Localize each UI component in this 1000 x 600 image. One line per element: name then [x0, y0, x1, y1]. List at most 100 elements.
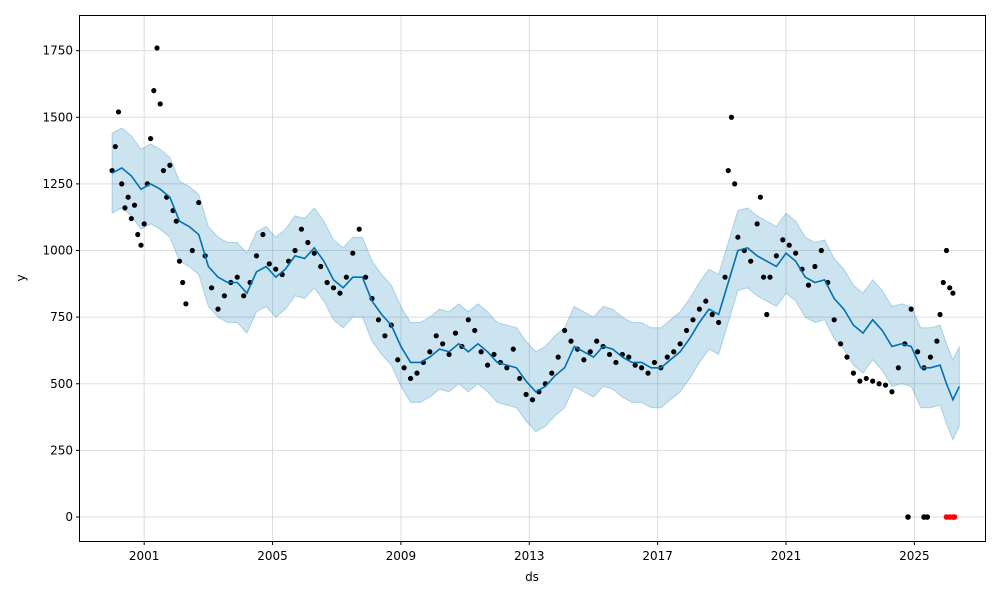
- observed-point: [606, 351, 613, 358]
- observed-points: [109, 45, 956, 403]
- observed-point: [895, 365, 901, 371]
- observed-point: [318, 263, 324, 270]
- y-tick-label: 1750: [42, 44, 73, 58]
- observed-point: [215, 306, 221, 312]
- observed-point: [943, 247, 950, 254]
- x-tick-label: 2005: [257, 549, 288, 563]
- observed-point: [298, 226, 305, 232]
- observed-point: [125, 194, 131, 200]
- observed-point: [311, 250, 317, 256]
- y-axis: 0 250 500 750 1000 1250 1500 1750: [42, 44, 80, 524]
- observed-point: [857, 378, 863, 384]
- observed-point: [876, 381, 882, 387]
- observed-point: [337, 290, 343, 296]
- observed-point: [119, 181, 125, 187]
- observed-point: [703, 298, 709, 304]
- anomaly-point: [905, 514, 911, 520]
- observed-point: [927, 354, 934, 360]
- observed-point: [452, 330, 459, 336]
- y-tick-label: 1000: [42, 244, 73, 258]
- observed-point: [677, 341, 683, 347]
- observed-point: [523, 391, 529, 398]
- observed-point: [690, 317, 696, 323]
- y-tick-label: 500: [50, 377, 73, 391]
- observed-point: [940, 279, 946, 286]
- observed-point: [478, 349, 484, 355]
- observed-point: [266, 261, 272, 267]
- observed-point: [446, 351, 452, 358]
- anomaly-points: [905, 514, 958, 520]
- grid: [80, 16, 985, 541]
- observed-point: [754, 221, 760, 227]
- observed-point: [725, 167, 731, 174]
- observed-point: [273, 266, 279, 272]
- observed-point: [305, 239, 311, 246]
- observed-point: [915, 349, 921, 355]
- observed-point: [343, 274, 349, 280]
- observed-point: [131, 202, 138, 208]
- y-axis-label: y: [14, 274, 28, 281]
- observed-point: [221, 293, 228, 299]
- observed-point: [767, 274, 773, 280]
- x-axis-label: ds: [525, 570, 539, 584]
- observed-point: [292, 247, 298, 254]
- uncertainty-band-area: [111, 127, 960, 441]
- observed-point: [950, 290, 956, 296]
- observed-point: [773, 253, 780, 259]
- observed-point: [529, 397, 536, 403]
- observed-point: [465, 317, 471, 323]
- y-tick-label: 1500: [42, 110, 73, 124]
- observed-point: [356, 226, 362, 232]
- plot-frame: [79, 15, 986, 542]
- observed-point: [176, 258, 183, 264]
- observed-point: [863, 375, 869, 382]
- x-tick-label: 2009: [386, 549, 417, 563]
- y-tick-label: 1250: [42, 177, 73, 191]
- observed-point: [330, 285, 337, 291]
- observed-point: [517, 375, 523, 382]
- observed-point: [908, 306, 914, 312]
- observed-point: [934, 338, 940, 344]
- observed-point: [587, 349, 593, 355]
- observed-point: [818, 247, 824, 254]
- observed-point: [324, 279, 330, 286]
- observed-point: [937, 311, 943, 318]
- observed-point: [148, 135, 154, 142]
- x-axis: 2001 2005 2009 2013 2017 2021 2025: [129, 541, 930, 563]
- observed-point: [889, 389, 895, 395]
- observed-point: [375, 317, 382, 323]
- observed-point: [837, 341, 844, 347]
- observed-point: [138, 242, 144, 248]
- observed-point: [722, 274, 728, 280]
- x-tick-label: 2017: [642, 549, 673, 563]
- forecast-line: [111, 166, 961, 402]
- observed-point: [850, 370, 857, 376]
- observed-point: [735, 234, 741, 240]
- observed-point: [786, 242, 792, 248]
- observed-point: [760, 274, 767, 280]
- observed-point: [484, 362, 491, 368]
- x-tick-label: 2025: [899, 549, 930, 563]
- observed-point: [180, 279, 186, 286]
- observed-point: [812, 263, 818, 270]
- observed-point: [568, 338, 574, 344]
- observed-point: [645, 370, 651, 376]
- observed-point: [549, 370, 555, 376]
- observed-point: [128, 215, 134, 222]
- observed-point: [160, 167, 167, 174]
- observed-point: [947, 285, 953, 291]
- observed-point: [651, 359, 658, 366]
- observed-point: [141, 221, 147, 227]
- observed-point: [805, 282, 812, 288]
- observed-point: [472, 327, 478, 334]
- observed-point: [253, 253, 260, 259]
- observed-point: [696, 306, 702, 312]
- observed-point: [234, 274, 240, 280]
- observed-point: [135, 231, 141, 238]
- observed-point: [433, 333, 439, 339]
- observed-point: [632, 362, 638, 368]
- observed-point: [671, 349, 677, 355]
- observed-point: [870, 378, 876, 384]
- x-tick-label: 2013: [514, 549, 545, 563]
